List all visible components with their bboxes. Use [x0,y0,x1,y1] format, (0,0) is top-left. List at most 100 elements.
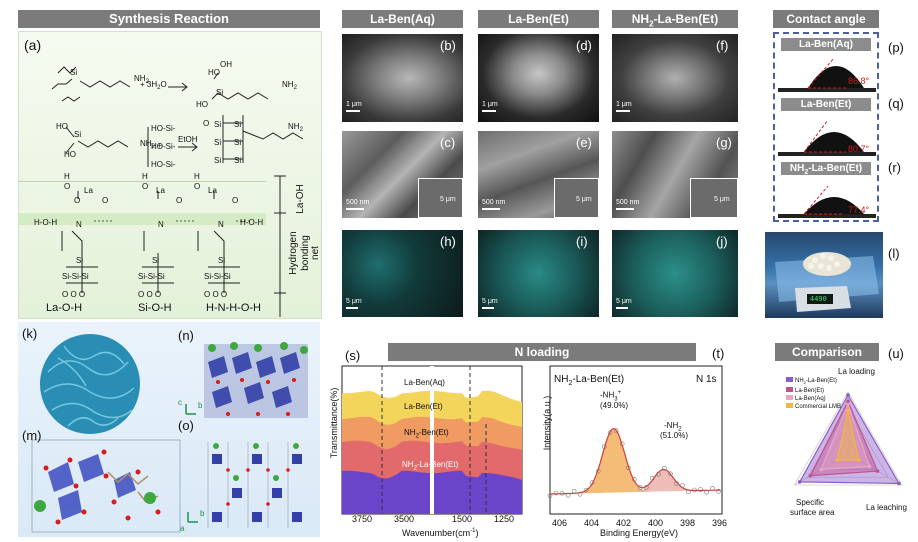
xps-data-point [656,472,661,477]
xps-tick-0: 406 [552,518,568,528]
svg-text:NH2: NH2 [288,122,304,133]
svg-text:Si-Si-Si: Si-Si-Si [138,272,165,281]
scale-text-h: 5 μm [346,298,362,305]
xps-data-point [674,481,679,486]
xps-data-point [662,466,667,471]
svg-text:Si: Si [214,120,221,129]
scale-photo-objects [775,252,879,312]
hoh-left: H-O-H [34,218,57,227]
xps-tick-3: 400 [648,518,664,528]
scale-text-c: 500 nm [346,199,370,206]
scale-bar-b [346,110,360,112]
svg-text:Si: Si [70,68,77,77]
xps-data-point [601,444,607,450]
xps-data-point [613,428,619,433]
panel-label-f: (f) [716,38,729,53]
xps-data-point [710,486,715,491]
scale-bar-e [482,208,500,210]
axis-a-o: a [180,524,185,533]
xps-title: NH2-La-Ben(Et) [554,374,625,387]
ftir-tick-2: 1500 [452,514,473,524]
axis-b-n: b [198,401,203,410]
scale-text-e: 500 nm [482,199,506,206]
sem-image-f [612,34,738,122]
xps-xlabel: Binding Energy(eV) [600,528,679,538]
xps-ylabel: Intensity(a.u.) [542,395,552,451]
ftir-chart [341,365,523,515]
scale-bar-c [346,208,364,210]
xps-peak-2 [550,469,722,494]
radar-series-4 [836,410,860,461]
scale-bar-g [616,208,634,210]
svg-text:OH: OH [220,60,232,69]
svg-text:N: N [218,220,224,229]
svg-text:NH2: NH2 [134,74,150,85]
legend-item-4: Commercial LMB [786,403,858,411]
panel-label-a: (a) [24,37,42,53]
inset-e [554,178,599,218]
svg-text:H: H [194,172,200,181]
radar-point [897,481,901,486]
xps-region: N 1s [696,374,717,385]
svg-text:O O O: O O O [138,290,161,299]
ca-angle-1: 86.8° [848,76,870,86]
panel-label-o: (o) [178,418,194,433]
svg-text:O O O: O O O [204,290,227,299]
xps-data-point [577,491,583,497]
scale-text-g: 500 nm [616,199,640,206]
radar-point [846,393,850,397]
radar-point [846,399,850,404]
panel-label-s: (s) [345,348,361,363]
inset-scale-g: 5 μm [714,196,730,203]
panel-label-n: (n) [178,328,194,343]
svg-text:O: O [102,196,108,205]
radar-chart [793,391,903,486]
scale-bar-i [482,307,494,309]
svg-text:O O O: O O O [62,290,85,299]
scale-text-b: 1 μm [346,101,362,108]
comparison-header: Comparison [775,343,879,361]
svg-text:Si: Si [152,256,159,265]
synthesis-header: Synthesis Reaction [18,10,320,28]
xps-data-point [692,487,697,493]
panel-label-j: (j) [716,234,728,249]
svg-text:O: O [194,182,200,191]
svg-text:Si: Si [218,256,225,265]
svg-text:HO-Si-: HO-Si- [151,160,176,169]
panel-label-p: (p) [888,40,904,55]
svg-text:Si: Si [234,156,241,165]
xps-data-point [619,441,625,447]
xps-data-point [595,468,601,474]
ftir-axis-break [430,366,434,514]
panel-label-d: (d) [576,38,592,53]
panel-label-i: (i) [576,234,588,249]
svg-text:O: O [176,196,182,205]
xps-data-point [626,465,631,471]
panel-label-b: (b) [440,38,456,53]
svg-text:Si: Si [234,138,241,147]
xps-peak-1-pct: (49.0%) [600,401,629,410]
ca-title-1: La-Ben(Aq) [781,38,871,51]
panel-label-t: (t) [712,346,725,361]
xps-tick-1: 404 [584,518,600,528]
radar-axis-1 [847,453,902,486]
svg-text:HO: HO [208,68,220,77]
panel-label-k: (k) [22,326,38,341]
ca-angle-2: 80.7° [848,144,870,154]
svg-text:O: O [74,196,80,205]
ftir-ylabel: Transmittance(%) [329,387,339,459]
svg-text:H: H [64,172,70,181]
radar-legend: NH2-La-Ben(Et) La-Ben(Et) La-Ben(Aq) Com… [786,377,858,411]
scale-text-d: 1 μm [482,101,498,108]
inset-scale-e: 5 μm [576,196,592,203]
col-header-aq: La-Ben(Aq) [342,10,463,28]
legend-item-3: La-Ben(Aq) [786,395,858,403]
map-image-j [612,230,738,317]
xps-data-point [698,487,703,492]
svg-text:O: O [142,182,148,191]
ca-image-1 [778,52,876,92]
xps-data-point [583,487,589,493]
svg-text:HO: HO [56,122,68,131]
panel-label-u: (u) [888,346,904,361]
contact-angle-frame [773,32,879,222]
